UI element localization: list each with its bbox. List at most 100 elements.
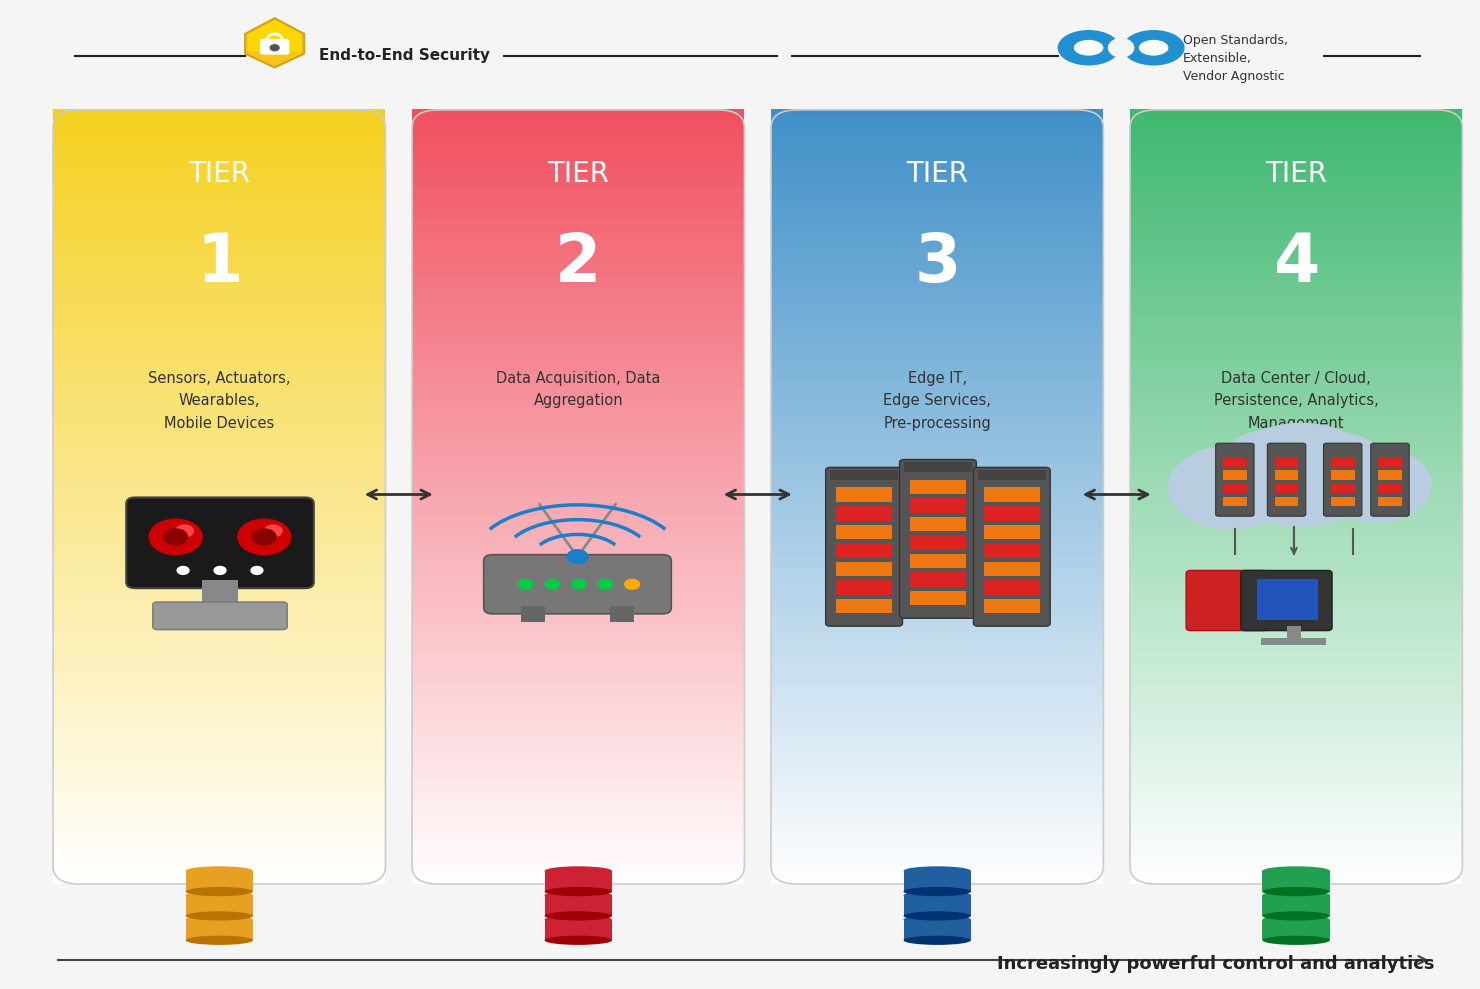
Bar <box>1131 529 1462 536</box>
Bar <box>771 264 1104 271</box>
Bar <box>771 238 1104 245</box>
Bar <box>771 110 1104 117</box>
Bar <box>1131 522 1462 529</box>
Bar <box>1131 258 1462 265</box>
Bar <box>771 374 1104 381</box>
Bar <box>411 445 744 452</box>
Bar <box>411 419 744 426</box>
Circle shape <box>1168 446 1292 529</box>
Bar <box>1131 445 1462 452</box>
Bar <box>771 471 1104 478</box>
Bar <box>1131 451 1462 458</box>
Bar <box>53 748 385 755</box>
Bar <box>53 341 385 348</box>
Bar <box>53 852 385 858</box>
Bar <box>411 290 744 297</box>
Bar <box>771 245 1104 252</box>
Bar <box>771 290 1104 297</box>
Bar <box>53 568 385 575</box>
Bar <box>411 394 744 401</box>
Bar <box>771 490 1104 496</box>
Bar <box>771 213 1104 220</box>
Bar <box>771 864 1104 871</box>
Bar <box>411 845 744 852</box>
Bar <box>1131 709 1462 716</box>
Bar <box>1131 310 1462 316</box>
Bar <box>411 509 744 516</box>
Bar <box>411 574 744 581</box>
Bar <box>53 742 385 749</box>
Bar <box>411 748 744 755</box>
Bar <box>910 498 966 512</box>
Circle shape <box>545 580 559 589</box>
Ellipse shape <box>903 891 971 900</box>
Bar <box>1131 690 1462 697</box>
Text: 3: 3 <box>915 229 961 296</box>
Bar <box>1131 839 1462 846</box>
Bar <box>771 709 1104 716</box>
Bar <box>53 767 385 774</box>
Bar <box>771 406 1104 413</box>
Bar <box>411 129 744 135</box>
Bar <box>411 755 744 762</box>
Bar <box>1131 354 1462 362</box>
Bar <box>771 303 1104 310</box>
Circle shape <box>1319 447 1431 522</box>
Bar <box>771 877 1104 884</box>
Bar <box>1131 665 1462 672</box>
Bar <box>1131 535 1462 542</box>
Bar <box>1131 341 1462 348</box>
Bar <box>411 780 744 787</box>
Bar <box>411 625 744 632</box>
Bar <box>771 606 1104 613</box>
Bar <box>53 535 385 542</box>
Circle shape <box>215 567 226 575</box>
Bar <box>1378 496 1402 506</box>
Bar <box>1131 677 1462 684</box>
Bar <box>53 348 385 355</box>
Bar <box>53 438 385 445</box>
Ellipse shape <box>545 915 611 925</box>
Bar <box>53 315 385 322</box>
Bar <box>411 232 744 239</box>
Bar <box>1378 457 1402 467</box>
Bar <box>771 773 1104 781</box>
Bar <box>53 277 385 284</box>
Bar <box>1131 264 1462 271</box>
Bar <box>1131 639 1462 646</box>
Bar <box>53 297 385 304</box>
Bar <box>1131 857 1462 864</box>
FancyBboxPatch shape <box>826 468 903 626</box>
Bar <box>771 232 1104 239</box>
Bar <box>53 516 385 523</box>
Bar <box>910 480 966 494</box>
Bar <box>771 341 1104 348</box>
Bar <box>1131 322 1462 329</box>
Ellipse shape <box>903 887 971 896</box>
Bar <box>771 612 1104 619</box>
Bar <box>53 148 385 155</box>
Bar <box>411 619 744 626</box>
Bar <box>771 400 1104 406</box>
Circle shape <box>176 525 194 537</box>
Bar <box>1131 412 1462 419</box>
Ellipse shape <box>1262 936 1331 944</box>
Bar <box>984 562 1040 577</box>
Ellipse shape <box>185 891 253 900</box>
Bar <box>771 870 1104 877</box>
Text: End-to-End Security: End-to-End Security <box>320 48 490 63</box>
Bar <box>771 665 1104 672</box>
Text: Increasingly powerful control and analytics: Increasingly powerful control and analyt… <box>998 954 1434 973</box>
Bar <box>771 477 1104 484</box>
Bar <box>771 154 1104 161</box>
Bar <box>53 129 385 135</box>
Circle shape <box>571 580 586 589</box>
Bar <box>1131 238 1462 245</box>
FancyBboxPatch shape <box>1215 443 1254 516</box>
Bar <box>771 167 1104 174</box>
Bar <box>411 742 744 749</box>
Bar <box>53 322 385 329</box>
Bar <box>771 129 1104 135</box>
Bar <box>771 535 1104 542</box>
Bar <box>771 451 1104 458</box>
